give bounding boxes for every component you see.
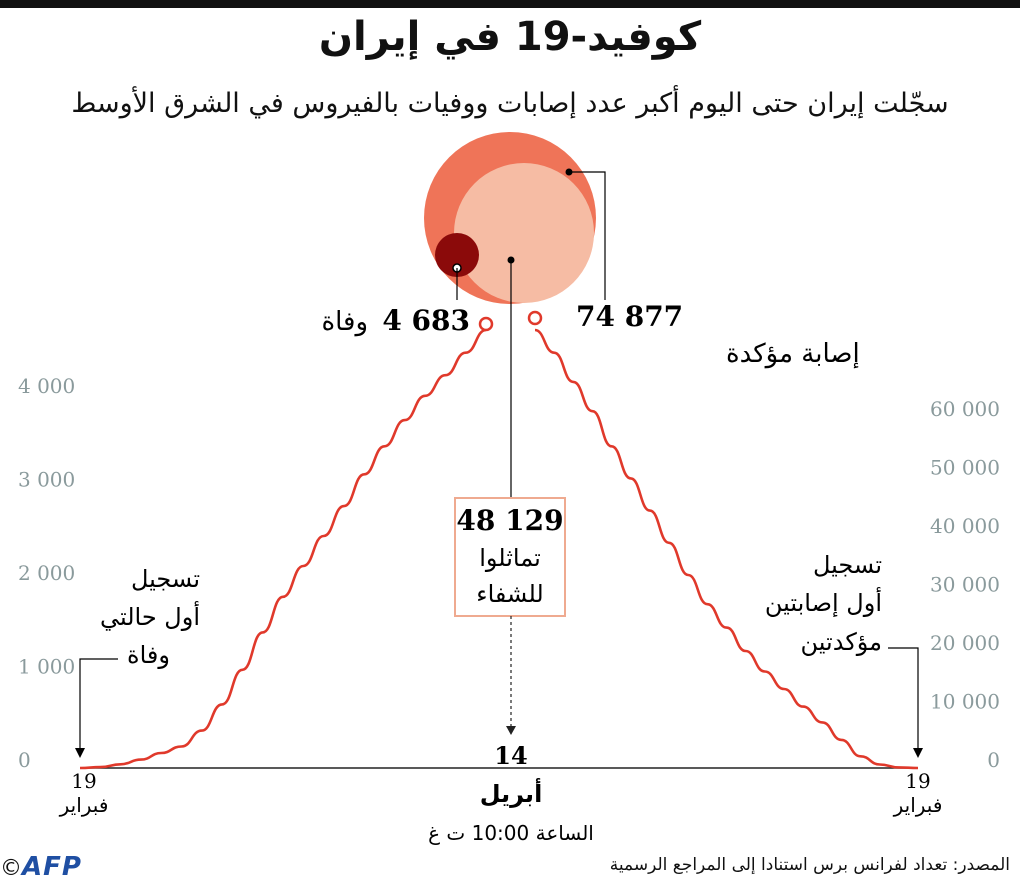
left-annotation-line3: وفاة [127, 641, 170, 669]
copyright-symbol: © [0, 856, 22, 881]
left-axis-ticks: 0 1 000 2 000 3 000 4 000 [18, 374, 75, 772]
x-start-month: فبراير [59, 793, 109, 817]
source-note: المصدر: تعداد لفرانس برس استنادا إلى الم… [609, 855, 1010, 875]
right-annotation-pointer [888, 647, 919, 750]
x-time-note: الساعة 10:00 ت غ [428, 821, 594, 845]
left-tick-label: 2 000 [18, 561, 75, 585]
recovered-bubble [454, 163, 594, 303]
confirmed-end-marker [527, 310, 543, 326]
left-annotation-line2: أول حالتي [100, 601, 200, 631]
confirmed-total-value: 74 877 [576, 300, 683, 333]
right-annotation-line1: تسجيل [813, 551, 882, 579]
chart-title: كوفيد-19 في إيران [318, 14, 702, 60]
recovered-total-value: 48 129 [456, 504, 563, 537]
right-tick-label: 50 000 [930, 456, 1000, 480]
left-tick-label: 4 000 [18, 374, 75, 398]
left-annotation-line1: تسجيل [131, 565, 200, 593]
left-tick-label: 0 [18, 748, 31, 772]
right-axis-ticks: 0 10 000 20 000 30 000 40 000 50 000 60 000 [930, 397, 1000, 772]
x-center-month: أبريل [480, 778, 543, 808]
deaths-bubble [435, 233, 479, 277]
date-arrow-head [506, 726, 516, 735]
right-annotation-line3: مؤكدتين [801, 628, 882, 656]
left-annotation-pointer [79, 658, 118, 750]
right-tick-label: 20 000 [930, 631, 1000, 655]
x-end-month: فبراير [893, 793, 943, 817]
right-pointer-head [913, 748, 923, 758]
deaths-total-value: 4 683 [382, 304, 470, 337]
x-end-day: 19 [905, 769, 930, 793]
left-tick-label: 1 000 [18, 654, 75, 678]
x-start-day: 19 [71, 769, 96, 793]
deaths-series-line [79, 328, 487, 770]
right-tick-label: 40 000 [930, 514, 1000, 538]
confirmed-series-line [534, 328, 919, 770]
deaths-total-label: وفاة [321, 307, 368, 337]
recovered-total-label-1: تماثلوا [479, 544, 541, 572]
x-center-day: 14 [494, 741, 527, 770]
right-annotation-line2: أول إصابتين [765, 587, 882, 618]
top-rule [0, 0, 1020, 8]
chart-subtitle: سجّلت إيران حتى اليوم أكبر عدد إصابات وو… [71, 88, 949, 119]
confirmed-leader-line [569, 171, 606, 300]
confirmed-total-label: إصابة مؤكدة [726, 339, 860, 369]
left-pointer-head [75, 748, 85, 758]
recovered-total-label-2: للشفاء [476, 580, 543, 608]
right-tick-label: 10 000 [930, 690, 1000, 714]
right-tick-label: 30 000 [930, 573, 1000, 597]
right-tick-label: 0 [987, 748, 1000, 772]
right-tick-label: 60 000 [930, 397, 1000, 421]
afp-logo: AFP [22, 852, 82, 882]
recovered-box [454, 497, 566, 617]
deaths-end-marker [478, 316, 494, 332]
left-tick-label: 3 000 [18, 467, 75, 491]
